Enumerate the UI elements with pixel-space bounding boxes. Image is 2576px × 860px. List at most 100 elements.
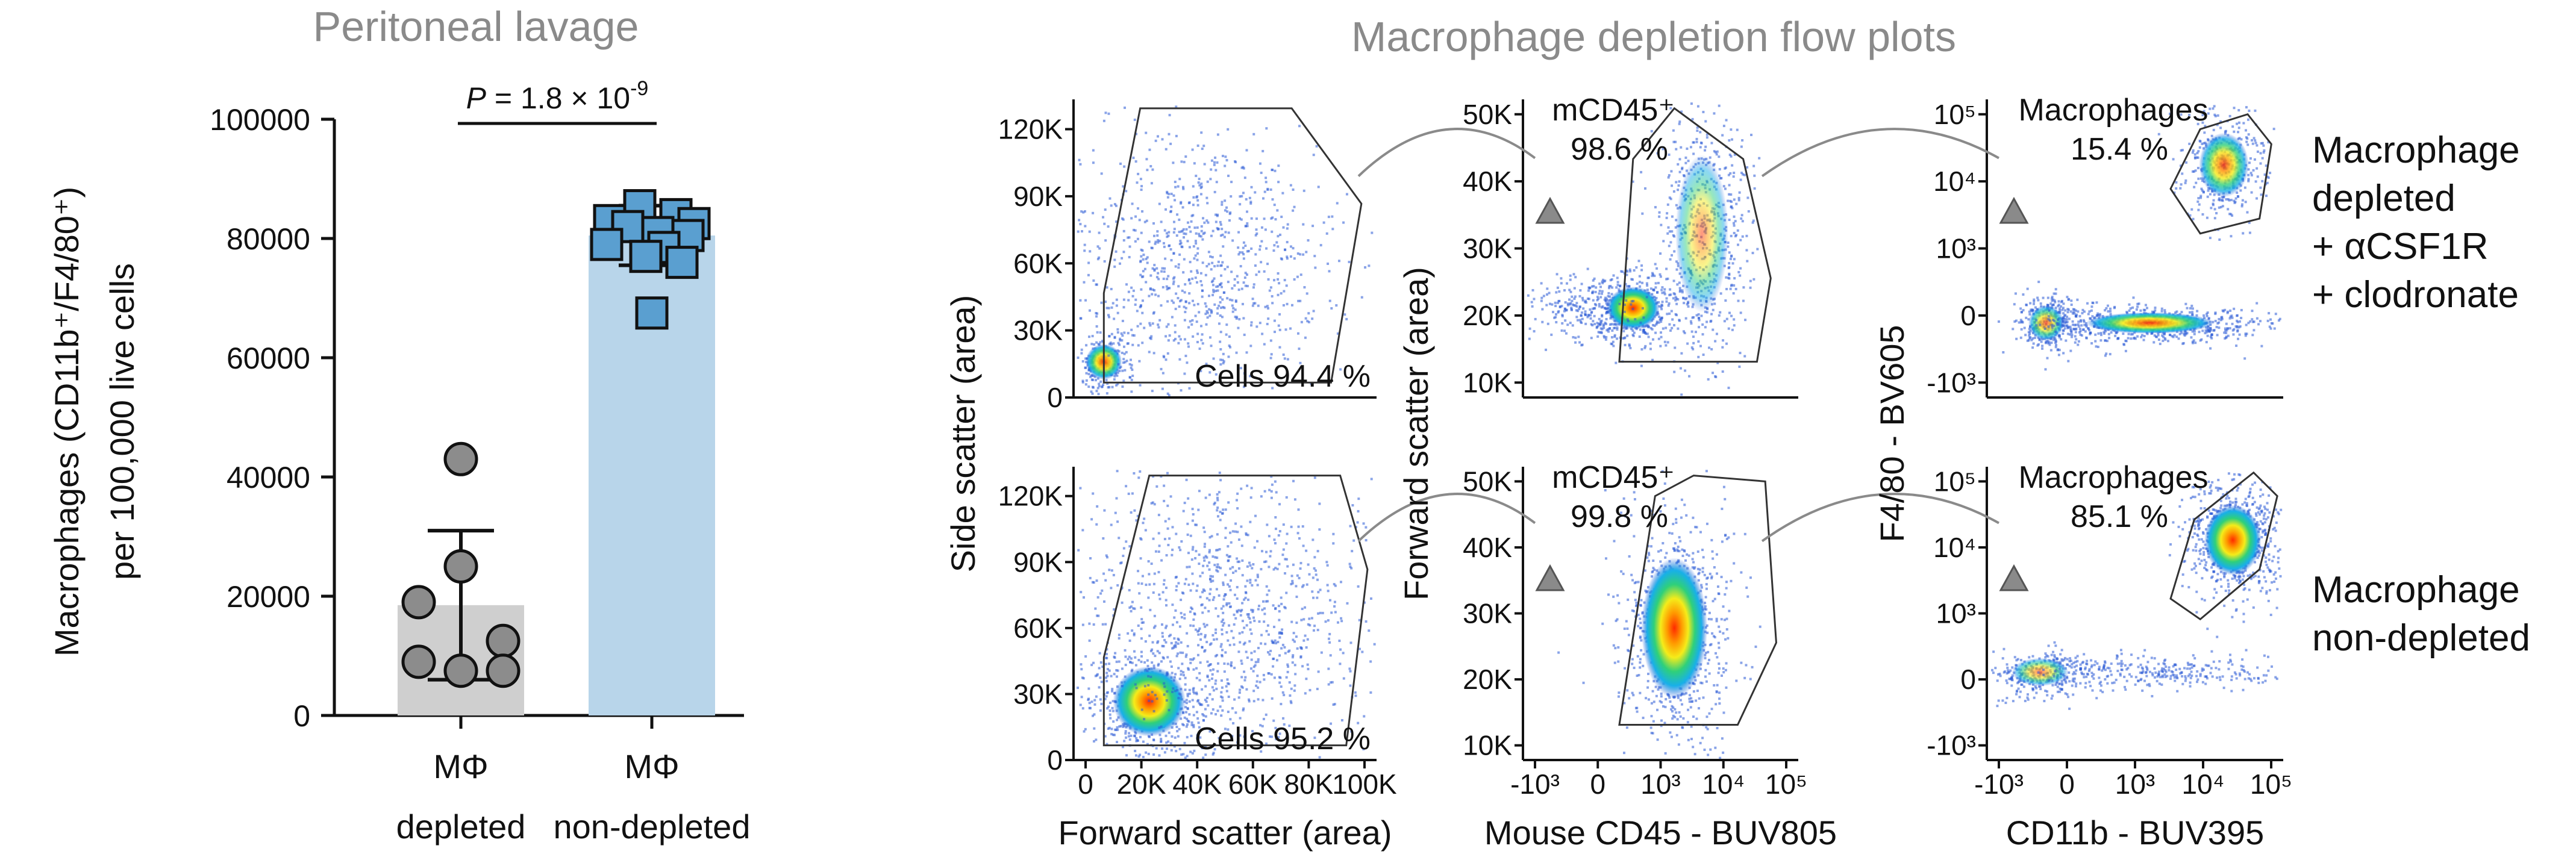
event-dot <box>1108 713 1111 716</box>
event-dot <box>1203 531 1206 534</box>
event-dot <box>1640 348 1643 351</box>
event-dot <box>1276 567 1279 570</box>
event-dot <box>1571 295 1574 298</box>
event-dot <box>1704 149 1707 152</box>
event-dot <box>1095 315 1098 318</box>
event-dot <box>1301 585 1304 588</box>
event-dot <box>1280 703 1283 706</box>
event-dot <box>1108 669 1111 672</box>
event-dot <box>2180 149 2183 152</box>
event-dot <box>1665 216 1668 219</box>
event-dot <box>1686 303 1689 306</box>
event-dot <box>1284 558 1287 561</box>
event-dot <box>1154 240 1157 243</box>
event-dot <box>2196 200 2199 203</box>
event-dot <box>1122 555 1125 558</box>
event-dot <box>1242 385 1245 388</box>
event-dot <box>2023 326 2026 329</box>
event-dot <box>2268 312 2271 315</box>
event-dot <box>1077 687 1080 690</box>
event-dot <box>1135 519 1138 522</box>
event-dot <box>2194 341 2197 344</box>
event-dot <box>2240 205 2243 208</box>
event-dot <box>1110 343 1113 346</box>
event-dot <box>1257 270 1260 273</box>
event-dot <box>1157 640 1160 643</box>
event-dot <box>1679 289 1682 292</box>
event-dot <box>1254 302 1257 305</box>
event-dot <box>1128 655 1131 658</box>
event-dot <box>1667 304 1670 307</box>
event-dot <box>1722 125 1725 128</box>
event-dot <box>1253 619 1256 622</box>
event-dot <box>1598 331 1601 334</box>
event-dot <box>2073 323 2076 326</box>
event-dot <box>1121 319 1124 322</box>
event-dot <box>2048 341 2051 344</box>
event-dot <box>2249 320 2252 323</box>
event-dot <box>1188 246 1191 249</box>
event-dot <box>1280 292 1283 295</box>
event-dot <box>2225 336 2228 339</box>
event-dot <box>1327 667 1330 670</box>
event-dot <box>1595 326 1598 329</box>
event-dot <box>2099 313 2102 316</box>
event-dot <box>1222 605 1225 608</box>
event-dot <box>1657 281 1660 284</box>
event-dot <box>1094 379 1097 382</box>
event-dot <box>2274 313 2277 316</box>
event-dot <box>1277 278 1280 281</box>
event-dot <box>1667 176 1670 179</box>
event-dot <box>1348 667 1351 670</box>
event-dot <box>1160 740 1163 743</box>
event-dot <box>1223 291 1226 294</box>
event-dot <box>1196 332 1199 335</box>
event-dot <box>1252 132 1255 136</box>
event-dot <box>1278 732 1281 735</box>
event-dot <box>1592 290 1595 293</box>
event-dot <box>1582 307 1585 310</box>
event-dot <box>1219 296 1222 299</box>
event-dot <box>1658 273 1662 276</box>
event-dot <box>1134 664 1137 667</box>
event-dot <box>1160 270 1163 273</box>
event-dot <box>1182 271 1185 274</box>
event-dot <box>2055 343 2058 346</box>
event-dot <box>1200 185 1203 189</box>
event-dot <box>1212 752 1215 755</box>
event-dot <box>1206 180 1209 183</box>
event-dot <box>2259 186 2262 189</box>
event-dot <box>2175 187 2178 190</box>
event-dot <box>1277 293 1280 296</box>
event-dot <box>1116 685 1119 688</box>
event-dot <box>1219 340 1222 343</box>
event-dot <box>2020 328 2023 331</box>
event-dot <box>1122 725 1125 728</box>
event-dot <box>2090 342 2093 345</box>
event-dot <box>1661 286 1664 289</box>
event-dot <box>2185 161 2188 164</box>
event-dot <box>1240 218 1243 221</box>
event-dot <box>2054 338 2057 341</box>
event-dot <box>1578 319 1581 322</box>
event-dot <box>2090 305 2093 308</box>
event-dot <box>1219 348 1222 351</box>
event-dot <box>1728 139 1731 142</box>
event-dot <box>1243 176 1246 179</box>
event-dot <box>2031 346 2034 349</box>
event-dot <box>2213 329 2216 332</box>
event-dot <box>2033 300 2036 303</box>
event-dot <box>1605 298 1608 301</box>
event-dot <box>1302 544 1305 547</box>
event-dot <box>2080 324 2083 327</box>
event-dot <box>1304 634 1307 637</box>
event-dot <box>1148 240 1151 243</box>
event-dot <box>1560 329 1563 332</box>
event-dot <box>2214 311 2217 314</box>
event-dot <box>2110 331 2113 334</box>
event-dot <box>2139 309 2142 312</box>
event-dot <box>1117 363 1120 366</box>
event-dot <box>1671 230 1674 233</box>
event-dot <box>1168 334 1171 337</box>
event-dot <box>1188 692 1191 695</box>
